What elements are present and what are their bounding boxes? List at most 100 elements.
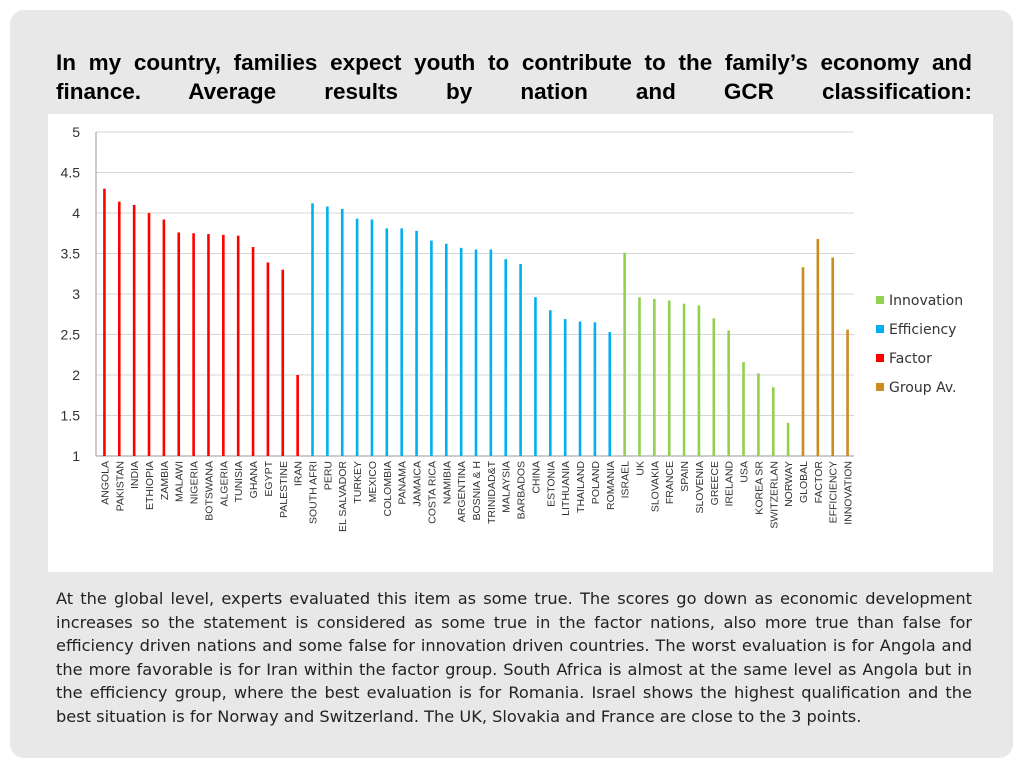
x-tick-label: INDIA: [129, 461, 141, 489]
bar: [667, 300, 671, 456]
x-tick-label: FRANCE: [664, 461, 676, 504]
y-tick-label: 3: [72, 286, 80, 302]
x-tick-label: BOSNIA & H: [471, 461, 483, 521]
bar: [355, 218, 359, 456]
bar: [623, 252, 626, 456]
bar: [593, 322, 597, 456]
legend-swatch: [876, 296, 884, 304]
x-tick-label: COLOMBIA: [382, 461, 394, 516]
x-tick-label: POLAND: [590, 461, 602, 505]
x-tick-label: NIGERIA: [189, 461, 201, 504]
bar: [340, 208, 344, 456]
x-tick-label: COSTA RICA: [426, 461, 438, 524]
x-tick-label: SPAIN: [679, 461, 691, 492]
bar: [653, 298, 656, 456]
bar: [103, 188, 106, 456]
x-tick-label: EFFICIENCY: [828, 461, 840, 523]
bar: [370, 219, 374, 456]
legend-swatch: [876, 325, 884, 333]
bar: [578, 321, 582, 456]
x-tick-label: ANGOLA: [99, 461, 111, 505]
bar: [831, 257, 835, 456]
slide-caption: At the global level, experts evaluated t…: [56, 589, 972, 726]
bar: [638, 297, 641, 456]
bar: [251, 247, 255, 456]
y-tick-label: 1.5: [61, 408, 81, 424]
x-tick-label: SOUTH AFRI: [308, 461, 320, 524]
bar: [489, 249, 493, 456]
x-tick-label: ROMANIA: [605, 461, 617, 510]
bar: [727, 330, 730, 456]
legend-label: Efficiency: [889, 322, 956, 338]
bar: [757, 373, 760, 456]
bar: [415, 230, 418, 456]
x-tick-label: GLOBAL: [798, 461, 810, 503]
x-tick-label: ARGENTINA: [456, 461, 468, 522]
y-tick-label: 4.5: [61, 165, 81, 181]
bar: [236, 235, 240, 456]
bar: [474, 249, 478, 456]
x-tick-label: UK: [634, 461, 646, 476]
x-tick-label: USA: [739, 461, 751, 483]
x-tick-label: BARBADOS: [516, 461, 528, 519]
legend-label: Group Av.: [889, 380, 956, 396]
legend-label: Innovation: [889, 293, 963, 309]
x-tick-label: MALAWI: [174, 461, 186, 502]
bar: [430, 240, 433, 456]
bar: [816, 238, 820, 456]
y-tick-label: 2: [72, 367, 80, 383]
x-tick-label: MALAYSIA: [501, 461, 513, 513]
x-tick-label: PERU: [322, 461, 334, 490]
x-tick-label: MEXICO: [367, 461, 379, 502]
bar: [444, 243, 448, 456]
y-tick-label: 3.5: [61, 246, 81, 262]
bar: [147, 213, 151, 456]
slide: In my country, families expect youth to …: [10, 10, 1013, 758]
x-tick-label: TRINIDAD&T: [486, 460, 498, 524]
bar: [385, 228, 389, 456]
x-tick-label: PAKISTAN: [114, 461, 126, 511]
bar: [117, 201, 121, 456]
x-tick-label: TUNISIA: [233, 461, 245, 502]
bar: [563, 319, 567, 456]
bar: [549, 310, 552, 456]
x-tick-label: EGYPT: [263, 460, 275, 496]
x-tick-label: SLOVAKIA: [649, 461, 661, 512]
y-tick-label: 2.5: [61, 327, 81, 343]
bar: [162, 219, 166, 456]
x-tick-label: CHINA: [530, 461, 542, 494]
x-tick-label: GREECE: [709, 461, 721, 505]
bar-chart: 1 1.5 2 2.5 3 3.5 4 4.5 5 ANGOLA PAKISTAN INDIA ETHI…: [61, 124, 964, 532]
legend-swatch: [876, 354, 884, 362]
y-tick-label: 1: [72, 448, 80, 464]
bar: [712, 318, 716, 456]
x-tick-label: GHANA: [248, 461, 260, 498]
x-tick-label: SLOVENIA: [694, 461, 706, 514]
bar: [192, 233, 195, 456]
bar: [801, 267, 805, 456]
bar: [207, 234, 210, 456]
x-tick-label: BOTSWANA: [203, 461, 215, 521]
bar: [326, 206, 329, 456]
bar: [132, 204, 136, 456]
x-tick-label: ALGERIA: [218, 461, 230, 507]
x-tick-label: IRELAND: [724, 461, 736, 507]
y-tick-label: 4: [72, 205, 80, 221]
bar: [266, 262, 270, 456]
x-tick-label: IRAN: [293, 461, 305, 486]
bar: [608, 332, 612, 456]
slide-title: In my country, families expect youth to …: [56, 50, 972, 104]
x-tick-label: TURKEY: [352, 461, 364, 504]
x-tick-label: EL SALVADOR: [337, 461, 349, 532]
x-tick-label: LITHUANIA: [560, 461, 572, 516]
bar: [519, 264, 522, 456]
x-tick-label: INNOVATION: [843, 461, 855, 525]
bar: [281, 269, 285, 456]
bar: [296, 375, 299, 456]
legend-label: Factor: [889, 351, 932, 367]
x-tick-label: JAMAICA: [412, 461, 424, 507]
bar: [534, 297, 537, 456]
x-tick-label: SWITZERLAN: [768, 461, 780, 529]
y-tick-label: 5: [72, 124, 80, 140]
x-tick-label: FACTOR: [813, 461, 825, 504]
